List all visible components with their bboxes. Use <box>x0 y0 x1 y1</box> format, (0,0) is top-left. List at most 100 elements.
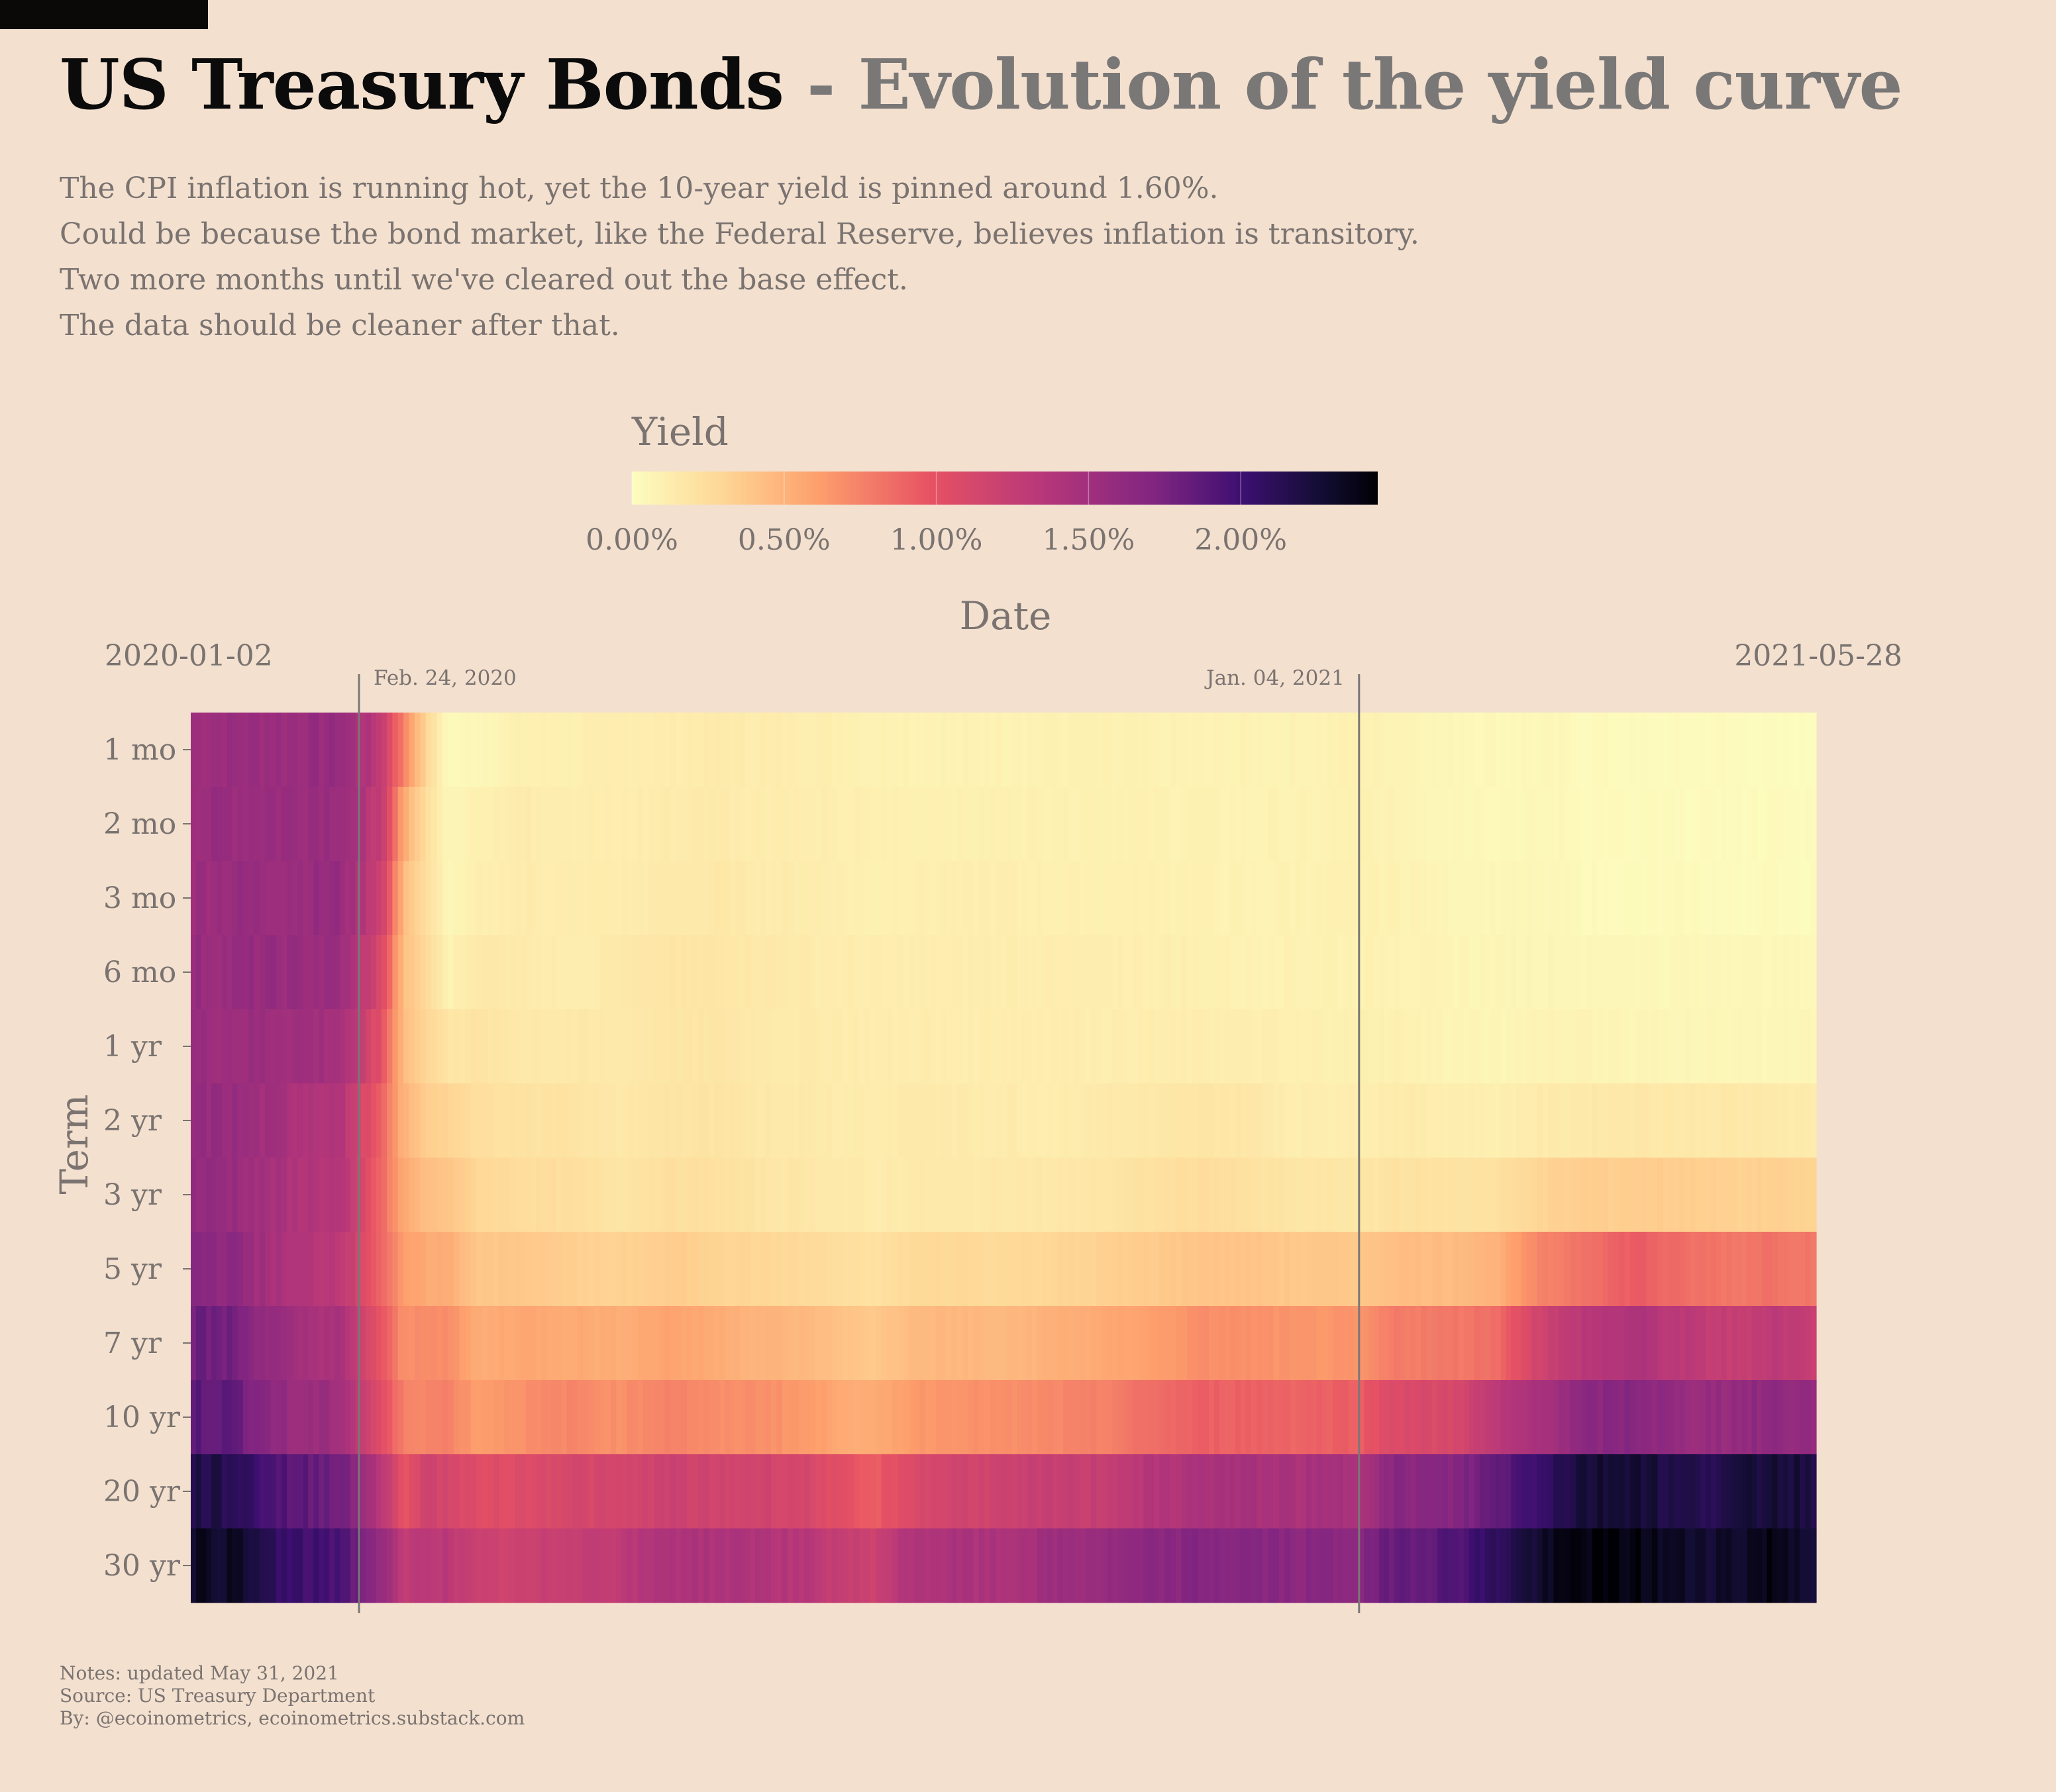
heatmap-cell <box>403 1306 410 1381</box>
heatmap-cell <box>621 713 628 787</box>
heatmap-cell <box>1203 1009 1209 1084</box>
heatmap-cell <box>536 1232 542 1307</box>
heatmap-cell <box>195 1232 202 1307</box>
heatmap-cell <box>414 861 421 936</box>
heatmap-cell <box>1404 787 1411 862</box>
heatmap-cell <box>1353 861 1360 936</box>
heatmap-cell <box>1635 1380 1641 1455</box>
heatmap-cell <box>1268 1306 1274 1381</box>
heatmap-cell <box>1559 1380 1565 1455</box>
heatmap-cell <box>420 1083 427 1158</box>
heatmap-cell <box>270 1306 277 1381</box>
heatmap-cell <box>1001 1528 1007 1603</box>
heatmap-cell <box>1559 1454 1565 1529</box>
heatmap-cell <box>1074 787 1080 862</box>
heatmap-cell <box>1542 1380 1549 1455</box>
heatmap-cell <box>493 1232 499 1307</box>
heatmap-cell <box>809 713 816 787</box>
heatmap-cell <box>551 1232 557 1307</box>
heatmap-cell <box>1531 1380 1537 1455</box>
heatmap-cell <box>509 1158 516 1232</box>
heatmap-cell <box>582 1009 589 1084</box>
heatmap-cell <box>788 1083 794 1158</box>
heatmap-cell <box>287 787 293 862</box>
heatmap-cell <box>431 1380 438 1455</box>
heatmap-cell <box>470 1454 477 1529</box>
heatmap-cell <box>1542 1158 1549 1232</box>
heatmap-cell <box>1068 1454 1075 1529</box>
heatmap-cell <box>1581 1380 1588 1455</box>
heatmap-cell <box>1047 1158 1053 1232</box>
heatmap-cell <box>1321 1454 1328 1529</box>
heatmap-row <box>191 1158 1817 1232</box>
heatmap-cell <box>1506 861 1512 936</box>
heatmap-cell <box>425 1083 432 1158</box>
heatmap-cell <box>431 1306 438 1381</box>
heatmap-cell <box>1042 1009 1048 1084</box>
heatmap-cell <box>1268 1232 1274 1307</box>
heatmap-cell <box>703 1380 710 1455</box>
annotations: Feb. 24, 2020 Jan. 04, 2021 <box>358 666 1361 1613</box>
heatmap-cell <box>1181 1083 1188 1158</box>
heatmap-cell <box>627 1528 633 1603</box>
heatmap-cell <box>1679 1009 1686 1084</box>
heatmap-cell <box>1674 935 1680 1010</box>
heatmap-cell <box>1788 1306 1795 1381</box>
heatmap-cell <box>1047 935 1053 1010</box>
heatmap-cell <box>1442 787 1449 862</box>
heatmap-cell <box>577 1158 584 1232</box>
heatmap-cell <box>577 935 584 1010</box>
heatmap-cell <box>1327 1380 1333 1455</box>
heatmap-cell <box>195 713 202 787</box>
heatmap-cell <box>1068 1306 1075 1381</box>
heatmap-cell <box>1761 713 1767 787</box>
heatmap-cell <box>1421 713 1427 787</box>
heatmap-cell <box>1747 1158 1753 1232</box>
heatmap-cell <box>1353 1306 1360 1381</box>
heatmap-cell <box>1531 861 1537 936</box>
heatmap-cell <box>425 1380 432 1455</box>
heatmap-cell <box>1219 1306 1225 1381</box>
heatmap-cell <box>719 713 725 787</box>
heatmap-cell <box>1547 1454 1554 1529</box>
heatmap-cell <box>1257 935 1263 1010</box>
heatmap-cell <box>654 787 660 862</box>
heatmap-cell <box>1700 1454 1706 1529</box>
heatmap-cell <box>1017 1528 1023 1603</box>
heatmap-cell <box>892 787 899 862</box>
heatmap-cell <box>459 1232 466 1307</box>
heatmap-cell <box>1521 1083 1527 1158</box>
heatmap-cell <box>1421 861 1427 936</box>
heatmap-cell <box>1410 1454 1416 1529</box>
heatmap-cell <box>968 1158 974 1232</box>
heatmap-cell <box>703 935 710 1010</box>
heatmap-cell <box>776 787 783 862</box>
heatmap-cell <box>515 1454 522 1529</box>
heatmap-cell <box>1164 861 1171 936</box>
heatmap-cell <box>366 787 372 862</box>
heatmap-cell <box>1278 1380 1285 1455</box>
heatmap-cell <box>1394 1528 1400 1603</box>
heatmap-cell <box>254 1232 260 1307</box>
heatmap-cell <box>760 1454 766 1529</box>
heatmap-cell <box>1537 1454 1543 1529</box>
heatmap-cell <box>853 1009 860 1084</box>
heatmap-cell <box>1747 787 1753 862</box>
heatmap-cell <box>1378 935 1385 1010</box>
heatmap-cell <box>1290 1009 1296 1084</box>
y-tick-label: 30 yr <box>103 1549 181 1583</box>
heatmap-cell <box>935 713 942 787</box>
heatmap-cell <box>837 1306 843 1381</box>
heatmap-cell <box>1164 1009 1171 1084</box>
heatmap-cell <box>1547 1232 1554 1307</box>
heatmap-cell <box>935 1232 942 1307</box>
heatmap-cell <box>397 1232 404 1307</box>
heatmap-cell <box>703 713 710 787</box>
heatmap-cell <box>745 1454 751 1529</box>
heatmap-cell <box>470 861 477 936</box>
heatmap-cell <box>798 1232 805 1307</box>
heatmap-cell <box>815 787 821 862</box>
heatmap-cell <box>1500 713 1507 787</box>
heatmap-cell <box>637 1454 644 1529</box>
heatmap-cell <box>1306 1306 1312 1381</box>
